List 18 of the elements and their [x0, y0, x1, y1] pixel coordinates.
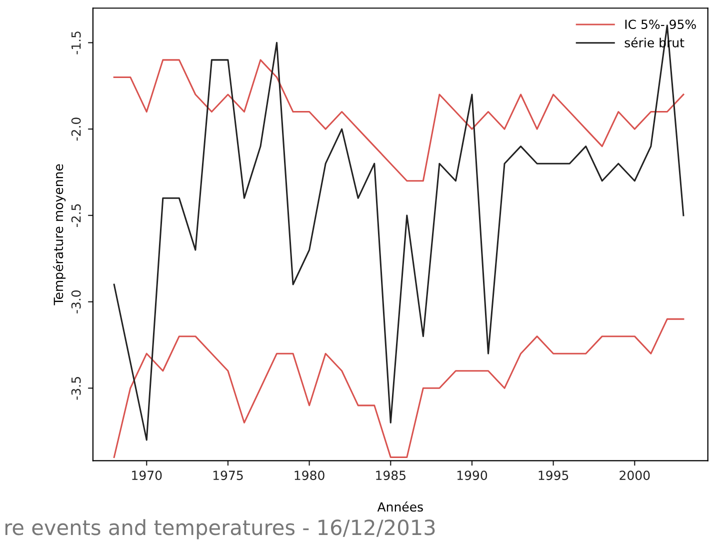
line-series — [113, 318, 684, 458]
x-tick-label: 1975 — [213, 470, 243, 480]
legend-label: IC 5%- 95% — [625, 20, 696, 30]
x-tick-label: 1970 — [132, 470, 162, 480]
x-tick-label: 1980 — [294, 470, 324, 480]
y-tick-label: -2.0 — [71, 118, 81, 141]
x-tick-label: 1995 — [538, 470, 568, 480]
y-tick-label: -3.5 — [71, 377, 81, 400]
x-axis-title: Années — [377, 501, 423, 512]
x-tick-label: 2000 — [620, 470, 650, 480]
line-series — [113, 59, 684, 182]
y-tick-label: -1.5 — [72, 32, 81, 54]
x-tick-label: 1985 — [376, 470, 406, 480]
y-tick-label: -2.5 — [71, 204, 81, 227]
y-axis-title: Température moyenne — [52, 164, 66, 306]
text: re events and temperatures - 16/12/2013 — [5, 519, 435, 540]
y-tick-label: -3.0 — [71, 290, 81, 314]
x-tick-label: 1990 — [457, 470, 488, 480]
